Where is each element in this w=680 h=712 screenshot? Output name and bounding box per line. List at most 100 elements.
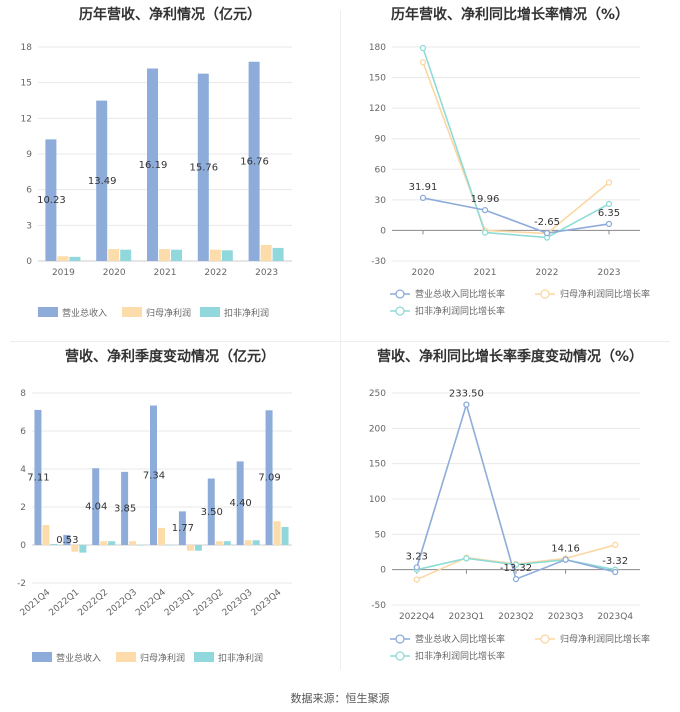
quarterly-growth-line-chart: -50 0 50 100 150 200 250 2022Q4 2023Q1 2023Q2 2023… (369, 389, 650, 662)
bar-data-label: 0.53 (56, 535, 78, 546)
bar-revenue (150, 405, 157, 545)
bar-revenue (45, 139, 57, 261)
legend-label: 扣非净利润同比增长率 (415, 305, 505, 317)
legend-label: 营业总收入 (62, 307, 107, 319)
line-data-label: 3.23 (406, 551, 428, 562)
y-tick-label: 250 (369, 389, 386, 399)
x-tick-label: 2021 (474, 268, 497, 278)
line-data-label: 19.96 (471, 194, 500, 205)
chart-title-quarterly-revenue-profit: 营收、净利季度变动情况（亿元） (65, 349, 275, 365)
bar-parent-profit (100, 541, 108, 545)
legend-marker (395, 651, 405, 661)
bar-data-label: 3.50 (201, 507, 223, 518)
bar-data-label: 1.77 (172, 523, 194, 534)
legend-marker (395, 289, 405, 299)
data-point (605, 220, 613, 228)
bar-deducted-profit (137, 545, 145, 546)
line-data-label: 31.91 (409, 182, 438, 193)
bar-deducted-profit (50, 544, 58, 545)
bar-parent-profit (244, 540, 252, 545)
bar-parent-profit (159, 249, 170, 261)
bar-deducted-profit (272, 247, 284, 261)
y-tick-label: 150 (369, 460, 386, 470)
y-tick-label: 18 (21, 43, 33, 53)
annual-bar-chart: 0 3 6 9 12 15 18 10.23 2019 13.49 2020 16.19 2021 15.… (21, 43, 292, 319)
data-point (605, 179, 613, 186)
x-tick-label: 2023 (255, 268, 278, 278)
x-tick-label: 2022 (536, 268, 559, 278)
bar-parent-profit (215, 541, 223, 545)
line-data-label: 14.16 (551, 544, 580, 555)
bar-deducted-profit (79, 545, 87, 553)
x-tick-label: 2023Q2 (498, 612, 534, 622)
y-tick-label: 50 (375, 530, 387, 540)
bar-data-label: 16.19 (139, 160, 168, 171)
data-point (413, 576, 420, 583)
x-tick-label: 2021Q4 (19, 587, 53, 618)
x-tick-label: 2022Q4 (399, 612, 435, 622)
line-data-label: -13.32 (500, 563, 532, 574)
x-tick-label: 2022 (204, 268, 227, 278)
x-tick-label: 2023 (598, 268, 621, 278)
legend-label: 归母净利润同比增长率 (560, 288, 650, 300)
legend-label: 营业总收入同比增长率 (415, 633, 505, 645)
bar-data-label: 10.23 (37, 195, 66, 206)
y-tick-label: 0 (20, 541, 26, 551)
line-data-label: -3.32 (602, 556, 628, 567)
bar-parent-profit (158, 527, 165, 545)
y-tick-label: 100 (369, 495, 386, 505)
data-source-note: 数据来源：恒生聚源 (290, 692, 390, 705)
legend-label: 扣非净利润 (224, 307, 269, 319)
quarterly-bar-chart: -2 0 2 4 6 8 7.11 2021Q4 0.53 2022Q1 4.04 2022Q2 3.8… (17, 389, 292, 664)
legend-label: 扣非净利润同比增长率 (415, 650, 505, 662)
y-tick-label: 6 (20, 427, 26, 437)
data-point (413, 564, 420, 571)
legend-label: 营业总收入同比增长率 (415, 288, 505, 300)
y-tick-label: 9 (26, 150, 32, 160)
legend-marker (540, 634, 550, 644)
bar-parent-profit (71, 545, 79, 552)
line-data-label: 6.35 (598, 208, 620, 219)
data-point (481, 206, 489, 214)
y-tick-label: -50 (371, 601, 386, 611)
bar-deducted-profit (221, 250, 233, 261)
y-tick-label: 6 (26, 186, 32, 196)
bar-parent-profit (42, 525, 50, 545)
data-point (419, 194, 427, 202)
x-tick-label: 2023Q4 (597, 612, 633, 622)
x-tick-label: 2022Q2 (76, 588, 110, 619)
x-tick-label: 2023Q2 (192, 588, 226, 619)
bar-parent-profit (108, 249, 120, 261)
y-tick-label: 0 (26, 257, 32, 267)
legend-label: 归母净利润同比增长率 (560, 633, 650, 645)
bar-revenue (197, 73, 209, 262)
legend-label: 归母净利润 (146, 307, 191, 319)
annual-growth-line-chart: -30 0 30 60 90 120 150 180 2020 2021 2022 2023 31.91… (369, 43, 650, 317)
data-point (562, 556, 569, 563)
y-tick-label: 0 (380, 226, 386, 236)
bar-revenue (34, 409, 42, 545)
legend-marker (540, 289, 550, 299)
y-tick-label: 12 (21, 114, 32, 124)
bar-deducted-profit (69, 256, 81, 261)
x-tick-label: 2023Q3 (221, 588, 255, 619)
bar-revenue (236, 461, 244, 545)
bar-revenue (121, 471, 129, 545)
y-tick-label: 3 (26, 221, 32, 231)
y-tick-label: 8 (20, 389, 26, 399)
y-tick-label: 150 (369, 74, 386, 84)
y-tick-label: 2 (20, 503, 26, 513)
bar-revenue (92, 468, 100, 545)
bar-data-label: 3.85 (114, 503, 136, 514)
y-tick-label: 60 (375, 165, 387, 175)
chart-title-annual-growth: 历年营收、净利同比增长率情况（%） (390, 7, 630, 23)
bar-data-label: 7.09 (258, 473, 280, 484)
data-point (612, 568, 619, 576)
y-tick-label: -2 (17, 579, 26, 589)
bar-data-label: 16.76 (240, 156, 269, 167)
series-line-2 (422, 47, 610, 239)
y-tick-label: 120 (369, 104, 386, 114)
bar-data-label: 13.49 (88, 176, 117, 187)
data-point (463, 401, 470, 408)
